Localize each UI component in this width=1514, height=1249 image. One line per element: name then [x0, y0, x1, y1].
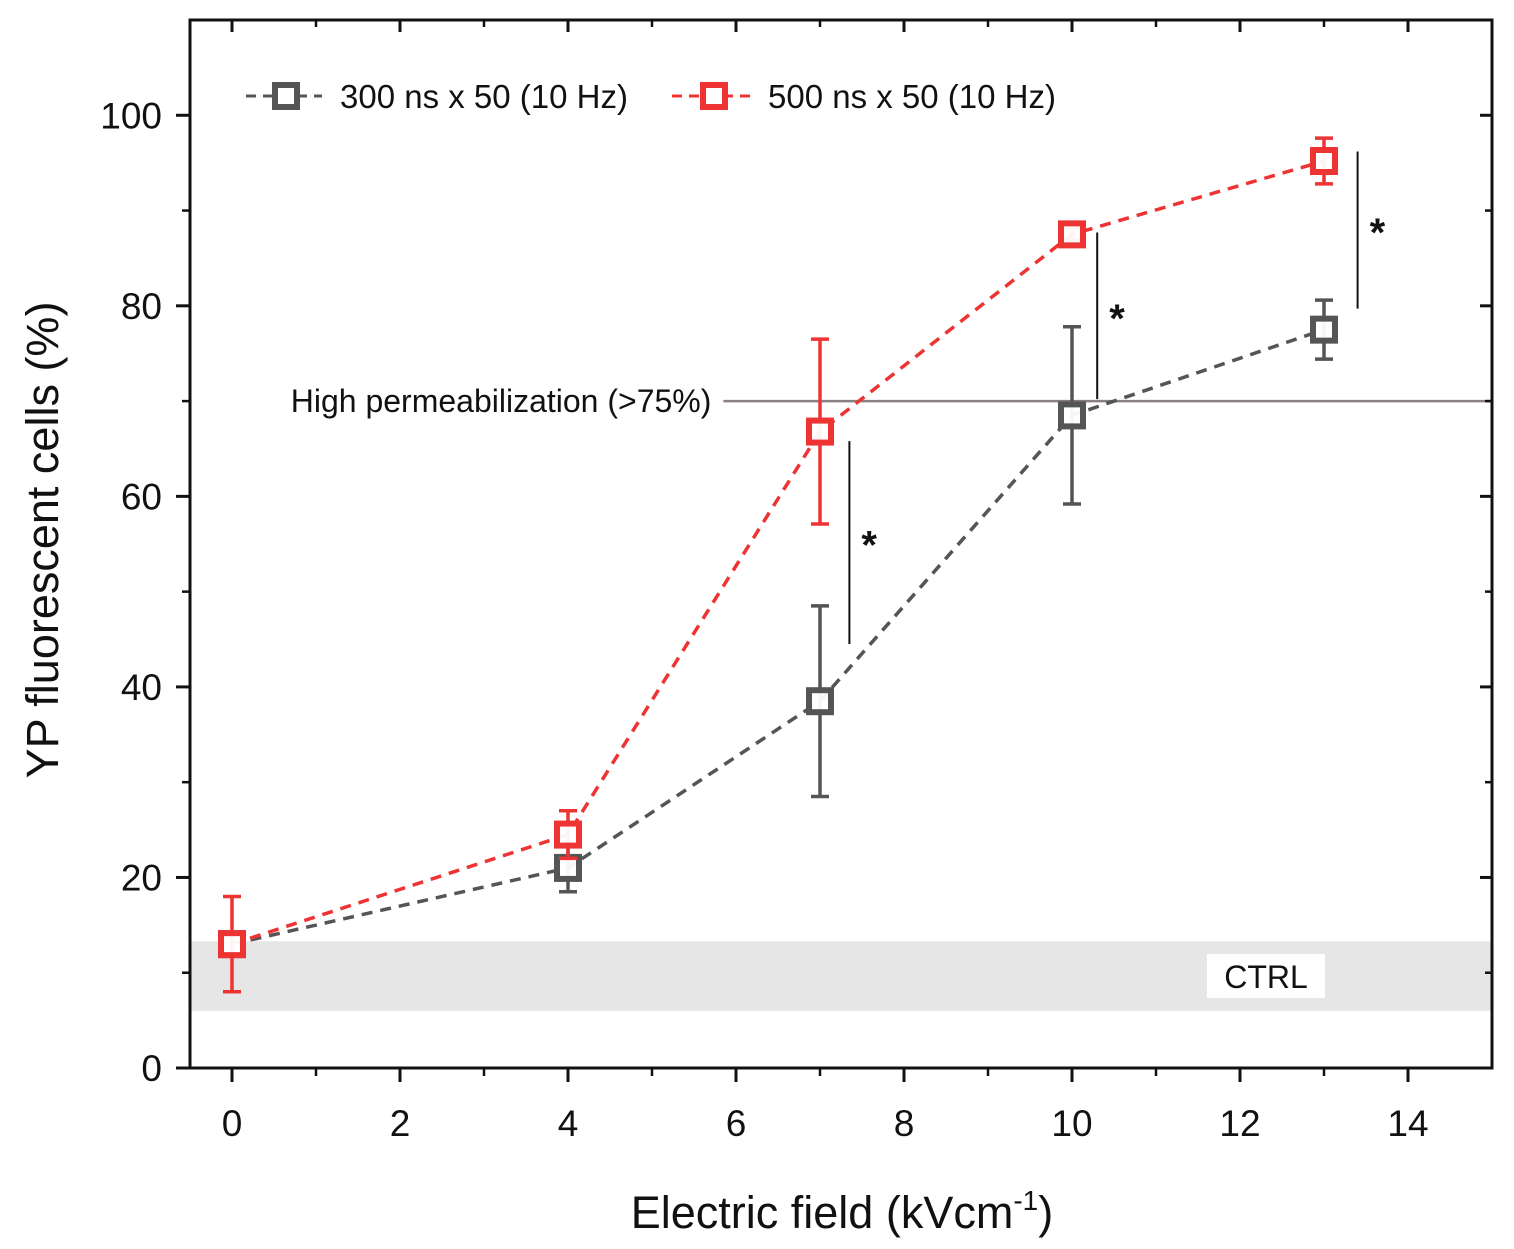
legend-500ns-label: 500 ns x 50 (10 Hz) [768, 78, 1056, 115]
y-tick-label: 60 [121, 476, 162, 517]
x-axis-title-superscript: -1 [1013, 1185, 1038, 1216]
data-point [1310, 315, 1338, 344]
ctrl-label-background [1207, 954, 1325, 999]
data-point [554, 853, 582, 882]
legend-item-500ns: 500 ns x 50 (10 Hz) [672, 78, 1056, 115]
legend-500ns-marker [700, 82, 728, 110]
plot-frame [188, 18, 1494, 1070]
x-tick-label: 12 [1219, 1103, 1260, 1144]
reference-line-layer: High permeabilization (>75%) [291, 383, 1492, 419]
y-tick-label: 20 [121, 857, 162, 898]
series-line [231, 159, 1325, 946]
data-point [1058, 220, 1086, 249]
data-point [1058, 401, 1086, 430]
x-tick-label: 4 [558, 1103, 579, 1144]
ctrl-label: CTRL [1224, 959, 1308, 995]
significance-star: * [1109, 297, 1125, 341]
legend-300ns-label: 300 ns x 50 (10 Hz) [340, 78, 628, 115]
x-tick-label: 8 [894, 1103, 915, 1144]
y-tick-label: 100 [100, 95, 162, 136]
data-point [806, 417, 834, 446]
axes-frame [188, 18, 1494, 1070]
x-tick-label: 2 [390, 1103, 411, 1144]
x-tick-label: 10 [1051, 1103, 1092, 1144]
significance-star: * [861, 524, 877, 568]
x-axis-title-main: Electric field (kVcm [631, 1187, 1014, 1238]
y-axis-title: YP fluorescent cells (%) [17, 302, 68, 779]
ctrl-band-layer: CTRL [190, 941, 1492, 1011]
legend-300ns-marker [272, 82, 300, 110]
x-tick-label: 0 [222, 1103, 243, 1144]
y-tick-label: 80 [121, 286, 162, 327]
high-permeabilization-label: High permeabilization (>75%) [291, 383, 712, 419]
significance-star: * [1370, 211, 1386, 255]
series-1 [218, 136, 1338, 994]
data-point [806, 687, 834, 716]
x-axis-title: Electric field (kVcm-1) [631, 1185, 1053, 1238]
x-tick-label: 6 [726, 1103, 747, 1144]
series-0 [218, 298, 1338, 959]
axis-ticks: 0 2 4 6 8 10 12 14 0 20 40 60 80 100 [100, 20, 1492, 1144]
data-point [554, 820, 582, 849]
legend: 300 ns x 50 (10 Hz) 500 ns x 50 (10 Hz) [246, 78, 1056, 115]
series-line [231, 327, 1325, 946]
y-tick-label: 0 [141, 1048, 162, 1089]
data-point [1310, 147, 1338, 176]
legend-item-300ns: 300 ns x 50 (10 Hz) [246, 78, 628, 115]
series-layer [218, 136, 1338, 994]
significance-layer: * * * [848, 151, 1386, 645]
x-axis-title-end: ) [1038, 1187, 1053, 1238]
y-tick-label: 40 [121, 667, 162, 708]
data-point [218, 930, 246, 959]
x-tick-label: 14 [1387, 1103, 1428, 1144]
